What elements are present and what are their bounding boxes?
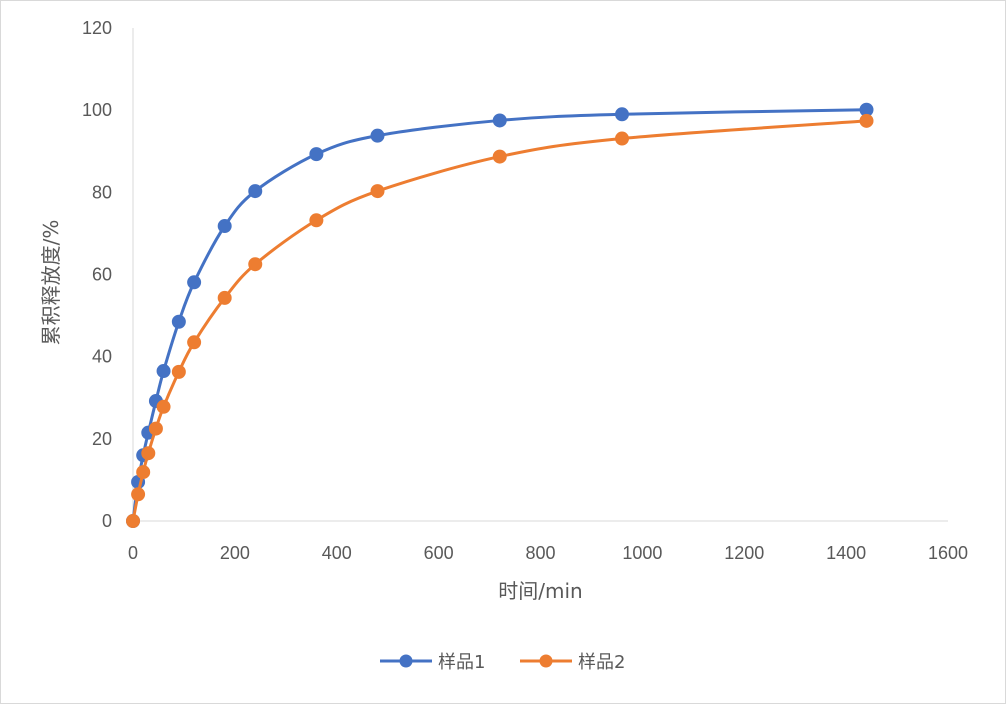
- x-tick-label: 0: [128, 543, 138, 563]
- series-1: [126, 102, 874, 528]
- data-point: [370, 184, 385, 199]
- data-point: [171, 314, 186, 329]
- data-point: [187, 275, 202, 290]
- data-point: [248, 257, 263, 272]
- data-point: [141, 446, 156, 461]
- data-point: [171, 364, 186, 379]
- data-point: [136, 465, 151, 480]
- y-tick-label: 60: [92, 265, 112, 285]
- y-tick-label: 40: [92, 347, 112, 367]
- y-tick-labels: 0 20 40 60 80 100 120: [82, 18, 112, 531]
- data-point: [370, 128, 385, 143]
- legend-point-marker: [539, 654, 553, 668]
- x-tick-label: 200: [220, 543, 250, 563]
- data-point: [248, 184, 263, 199]
- data-point: [492, 149, 507, 164]
- x-tick-label: 800: [525, 543, 555, 563]
- data-point: [859, 113, 874, 128]
- data-point: [148, 421, 163, 436]
- data-point: [126, 514, 140, 528]
- data-point: [615, 107, 629, 122]
- series-2: [126, 113, 874, 528]
- data-point: [187, 335, 202, 350]
- legend-item: 样品2: [520, 652, 625, 673]
- x-tick-label: 1600: [928, 543, 968, 563]
- x-tick-label: 1400: [826, 543, 866, 563]
- data-point: [615, 131, 629, 146]
- series-layer: [126, 102, 874, 528]
- x-tick-label: 600: [424, 543, 454, 563]
- y-axis-title: 累积释放度/%: [39, 220, 63, 346]
- series-line: [131, 108, 867, 522]
- data-point: [156, 399, 171, 414]
- legend-label: 样品1: [438, 652, 485, 673]
- legend-label: 样品2: [578, 652, 625, 673]
- data-point: [217, 290, 232, 305]
- x-axis-title: 时间/min: [498, 579, 582, 603]
- y-tick-label: 120: [82, 18, 112, 38]
- data-point: [492, 113, 507, 128]
- data-point: [309, 213, 324, 228]
- x-tick-label: 400: [322, 543, 352, 563]
- x-tick-label: 1200: [724, 543, 764, 563]
- data-point: [156, 364, 171, 379]
- y-tick-label: 100: [82, 100, 112, 120]
- data-point: [309, 147, 324, 162]
- legend-point-marker: [399, 654, 413, 668]
- y-tick-label: 0: [102, 511, 112, 531]
- y-tick-label: 80: [92, 182, 112, 202]
- data-point: [217, 219, 232, 234]
- y-tick-label: 20: [92, 429, 112, 449]
- series-line: [131, 119, 867, 522]
- legend: 样品1 样品2: [380, 652, 625, 673]
- data-point: [131, 487, 146, 502]
- axes: [132, 28, 948, 522]
- x-tick-label: 1000: [622, 543, 662, 563]
- x-tick-labels: 0 200 400 600 800 1000 1200 1400 1600: [128, 543, 968, 563]
- legend-item: 样品1: [380, 652, 485, 673]
